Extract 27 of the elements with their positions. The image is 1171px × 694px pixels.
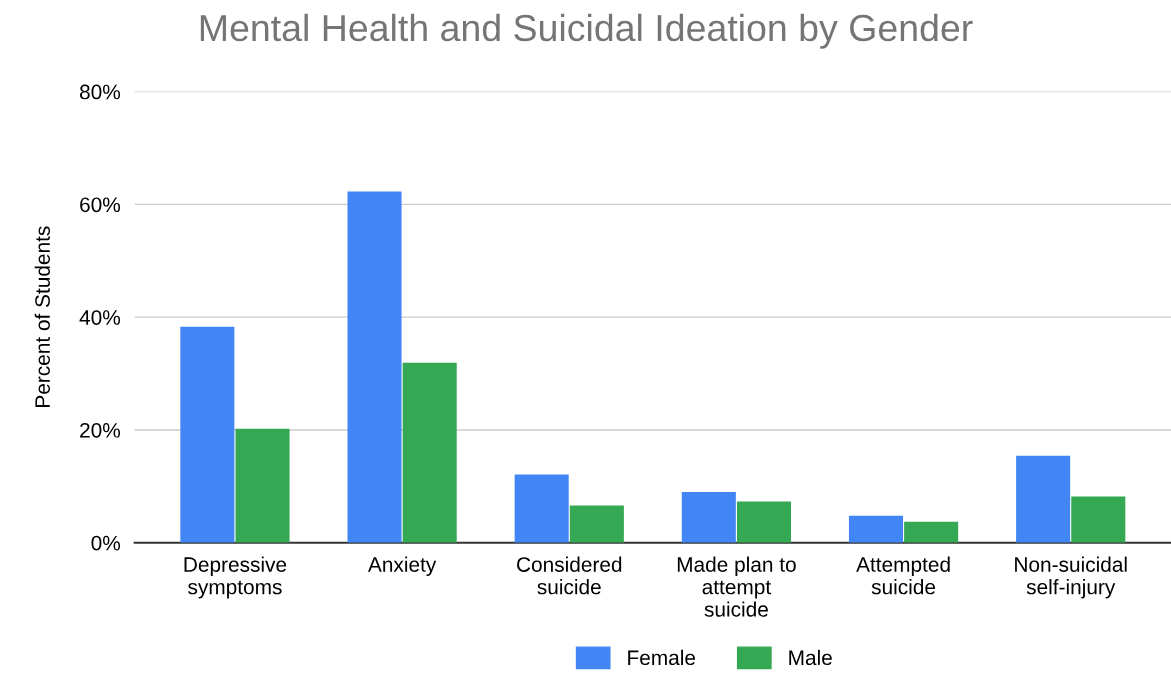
bar — [402, 362, 457, 543]
bar — [235, 428, 290, 543]
y-axis-title: Percent of Students — [34, 226, 50, 407]
bar — [569, 505, 624, 543]
bar — [848, 515, 904, 543]
bar — [681, 491, 736, 543]
x-tick-label: Considered suicide — [517, 556, 622, 595]
x-tick-label: Attempted suicide — [856, 556, 950, 595]
bar — [180, 326, 235, 543]
legend-label: Female — [628, 649, 696, 666]
chart-title: Mental Health and Suicidal Ideation by Gender — [200, 13, 973, 49]
y-tick-label: 80% — [79, 84, 121, 100]
y-tick-label: 60% — [80, 197, 121, 213]
y-tick-label: 40% — [79, 310, 121, 325]
bar — [1016, 455, 1071, 543]
bar — [347, 191, 402, 543]
bar — [1071, 496, 1126, 543]
y-tick-label: 20% — [80, 422, 121, 438]
x-tick-label: Depressive symptoms — [184, 556, 287, 599]
x-tick-label: Made plan to attempt suicide — [677, 556, 796, 617]
x-tick-label: Anxiety — [367, 556, 437, 577]
legend-label: Male — [789, 649, 832, 666]
bar — [736, 501, 792, 543]
bar — [904, 521, 959, 543]
bar — [514, 474, 569, 543]
y-tick-label: 0% — [91, 535, 121, 551]
x-tick-label: Non-suicidal self-injury — [1015, 556, 1127, 599]
